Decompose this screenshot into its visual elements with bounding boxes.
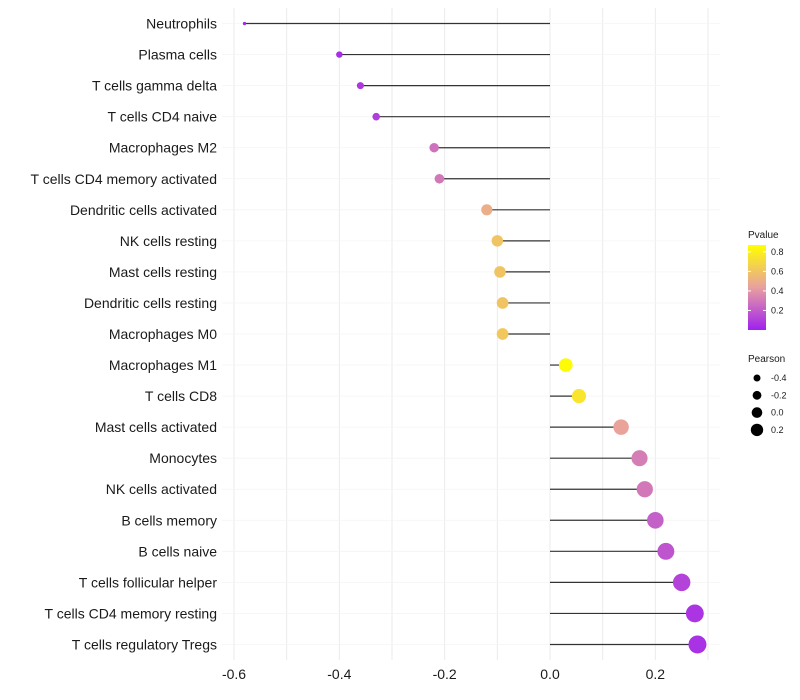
colorbar-tick-label: 0.6: [771, 266, 784, 276]
size-legend-point: [752, 390, 762, 400]
lollipop-point: [496, 297, 509, 309]
pearson-legend-title: Pearson: [748, 354, 785, 365]
y-tick-label: Macrophages M1: [109, 357, 217, 373]
size-legend-label: 0.0: [771, 408, 784, 418]
lollipop-point: [636, 481, 653, 498]
lollipop-point: [336, 51, 343, 58]
pearson-legend: Pearson -0.4 -0.2 0.0 0.2: [748, 354, 787, 437]
lollipop-point: [613, 419, 629, 435]
size-legend-label: 0.2: [771, 425, 784, 435]
lollipop-point: [356, 82, 364, 90]
y-tick-label: Monocytes: [149, 450, 217, 466]
pvalue-legend: Pvalue 0.2 0.4 0.6 0.8: [748, 230, 784, 330]
y-axis-labels: Neutrophils Plasma cells T cells gamma del…: [31, 16, 218, 653]
size-legend-label: -0.4: [771, 373, 787, 383]
y-tick-label: Dendritic cells resting: [84, 295, 217, 311]
dot-layer: [242, 21, 707, 654]
colorbar-tick-label: 0.2: [771, 305, 784, 315]
y-tick-label: Macrophages M2: [109, 140, 217, 156]
y-tick-label: B cells naive: [138, 543, 217, 559]
colorbar-tick-label: 0.4: [771, 286, 784, 296]
y-tick-label: NK cells activated: [106, 481, 217, 497]
lollipop-point: [672, 573, 691, 592]
lollipop-point: [429, 142, 439, 153]
y-tick-label: T cells CD4 naive: [108, 109, 218, 125]
lollipop-point: [571, 389, 587, 404]
x-tick-label: 0.0: [540, 666, 560, 682]
size-legend-point: [750, 423, 764, 437]
x-tick-label: -0.6: [222, 666, 246, 682]
y-tick-label: Mast cells resting: [109, 264, 217, 280]
y-tick-label: NK cells resting: [120, 233, 217, 249]
y-tick-label: Neutrophils: [146, 16, 217, 32]
y-tick-label: Mast cells activated: [95, 419, 217, 435]
lollipop-point: [657, 542, 675, 560]
lollipop-point: [631, 450, 648, 467]
grid-layer: [222, 8, 720, 660]
lollipop-point: [688, 635, 707, 654]
y-tick-label: Dendritic cells activated: [70, 202, 217, 218]
y-tick-label: T cells CD4 memory resting: [45, 605, 217, 621]
x-axis-ticks: -0.6 -0.4 -0.2 0.0 0.2: [222, 666, 665, 682]
lollipop-point: [372, 112, 380, 121]
y-tick-label: Macrophages M0: [109, 326, 217, 342]
lollipop-point: [242, 21, 247, 26]
y-tick-label: T cells follicular helper: [79, 574, 218, 590]
y-tick-label: T cells CD8: [145, 388, 217, 404]
y-tick-label: T cells gamma delta: [92, 78, 217, 94]
colorbar-tick-label: 0.8: [771, 247, 784, 257]
lollipop-point: [434, 173, 445, 184]
lollipop-point: [558, 358, 573, 372]
lollipop-point: [685, 604, 704, 623]
y-tick-label: T cells regulatory Tregs: [72, 636, 217, 652]
pvalue-legend-title: Pvalue: [748, 230, 779, 241]
size-legend-point: [751, 407, 763, 418]
pvalue-colorbar: [748, 245, 766, 330]
y-tick-label: Plasma cells: [138, 47, 217, 63]
x-tick-label: -0.2: [433, 666, 457, 682]
lollipop-point: [496, 328, 509, 340]
lollipop-point: [494, 266, 506, 278]
x-tick-label: 0.2: [646, 666, 666, 682]
size-legend-label: -0.2: [771, 390, 787, 400]
size-legend-point: [753, 374, 761, 382]
lollipop-point: [481, 204, 493, 216]
x-tick-label: -0.4: [327, 666, 351, 682]
y-tick-label: B cells memory: [121, 512, 217, 528]
lollipop-point: [491, 235, 504, 247]
y-tick-label: T cells CD4 memory activated: [31, 171, 217, 187]
stem-layer: [244, 22, 698, 646]
lollipop-point: [647, 511, 664, 529]
